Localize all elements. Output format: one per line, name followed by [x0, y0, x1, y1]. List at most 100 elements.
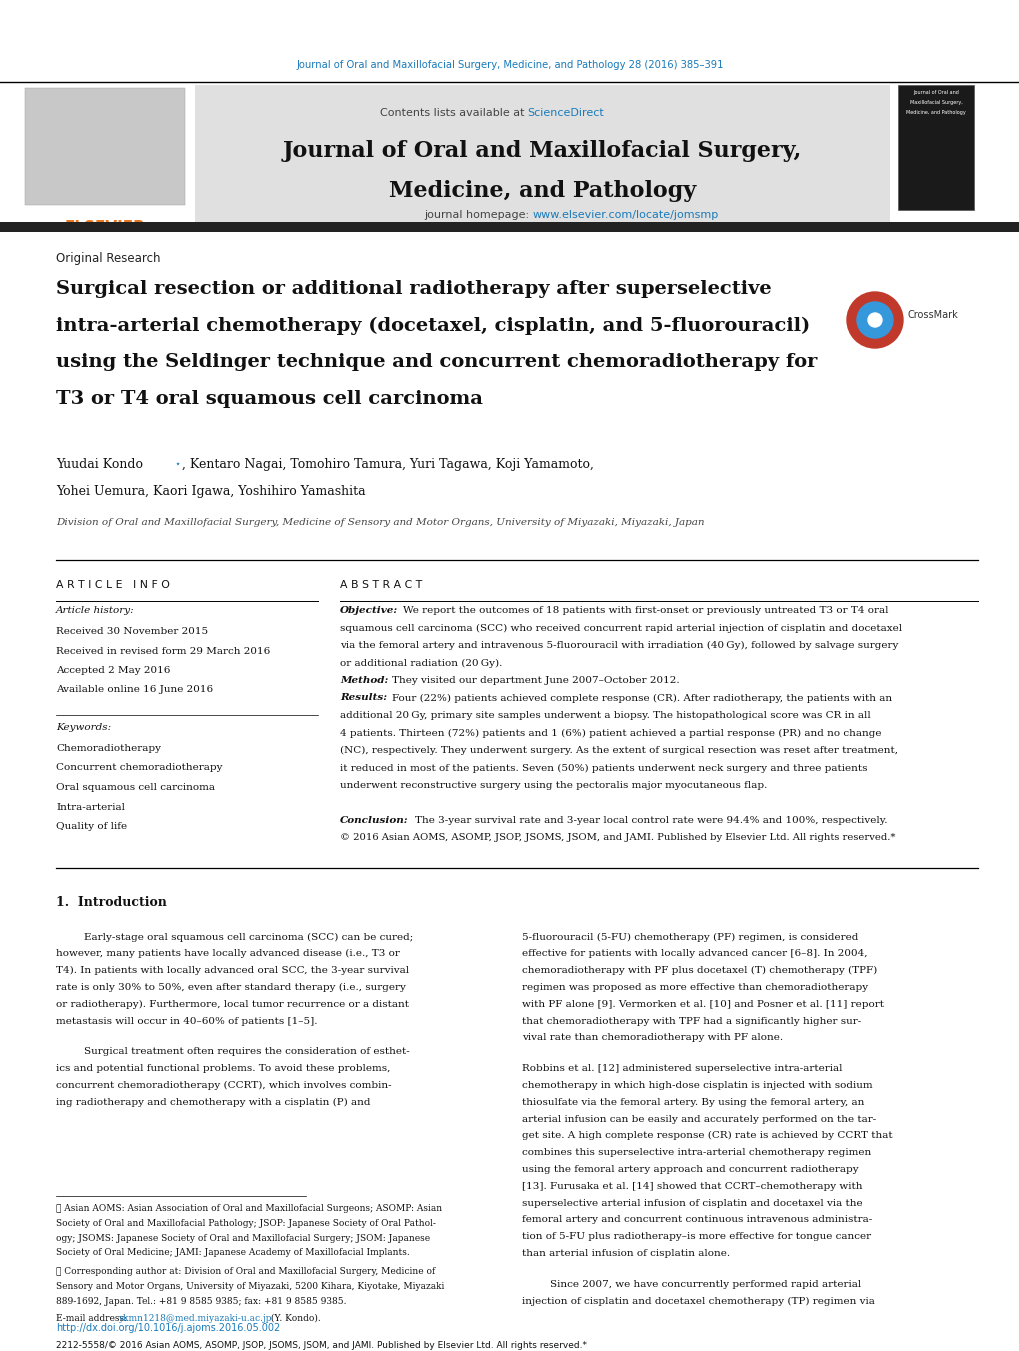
Text: get site. A high complete response (CR) rate is achieved by CCRT that: get site. A high complete response (CR) … [522, 1131, 892, 1140]
Text: vival rate than chemoradiotherapy with PF alone.: vival rate than chemoradiotherapy with P… [522, 1034, 783, 1043]
Text: Conclusion:: Conclusion: [339, 816, 409, 825]
Text: chemoradiotherapy with PF plus docetaxel (T) chemotherapy (TPF): chemoradiotherapy with PF plus docetaxel… [522, 966, 876, 975]
Text: Received in revised form 29 March 2016: Received in revised form 29 March 2016 [56, 647, 270, 655]
Text: ykmn1218@med.miyazaki-u.ac.jp: ykmn1218@med.miyazaki-u.ac.jp [118, 1313, 271, 1323]
Text: arterial infusion can be easily and accurately performed on the tar-: arterial infusion can be easily and accu… [522, 1115, 875, 1124]
Text: Four (22%) patients achieved complete response (CR). After radiotherapy, the pat: Four (22%) patients achieved complete re… [391, 693, 892, 703]
Text: or radiotherapy). Furthermore, local tumor recurrence or a distant: or radiotherapy). Furthermore, local tum… [56, 1000, 409, 1009]
Text: using the Seldinger technique and concurrent chemoradiotherapy for: using the Seldinger technique and concur… [56, 353, 816, 372]
Text: with PF alone [9]. Vermorken et al. [10] and Posner et al. [11] report: with PF alone [9]. Vermorken et al. [10]… [522, 1000, 883, 1009]
Text: Keywords:: Keywords: [56, 723, 111, 732]
Text: Maxillofacial Surgery,: Maxillofacial Surgery, [909, 100, 962, 105]
Text: ogy; JSOMS: Japanese Society of Oral and Maxillofacial Surgery; JSOM: Japanese: ogy; JSOMS: Japanese Society of Oral and… [56, 1233, 430, 1243]
Bar [0, 223, 1019, 232]
Text: [13]. Furusaka et al. [14] showed that CCRT–chemotherapy with: [13]. Furusaka et al. [14] showed that C… [522, 1182, 862, 1190]
Text: ⋆: ⋆ [175, 458, 181, 467]
Text: 2212-5558/© 2016 Asian AOMS, ASOMP, JSOP, JSOMS, JSOM, and JAMI. Published by El: 2212-5558/© 2016 Asian AOMS, ASOMP, JSOP… [56, 1342, 586, 1350]
Text: T4). In patients with locally advanced oral SCC, the 3-year survival: T4). In patients with locally advanced o… [56, 966, 409, 975]
Text: thiosulfate via the femoral artery. By using the femoral artery, an: thiosulfate via the femoral artery. By u… [522, 1098, 863, 1106]
Text: Intra-arterial: Intra-arterial [56, 802, 125, 812]
Text: via the femoral artery and intravenous 5-fluorouracil with irradiation (40 Gy), : via the femoral artery and intravenous 5… [339, 640, 898, 650]
Text: rate is only 30% to 50%, even after standard therapy (i.e., surgery: rate is only 30% to 50%, even after stan… [56, 984, 406, 992]
Text: Received 30 November 2015: Received 30 November 2015 [56, 627, 208, 636]
Circle shape [867, 313, 881, 327]
Text: ing radiotherapy and chemotherapy with a cisplatin (P) and: ing radiotherapy and chemotherapy with a… [56, 1098, 370, 1106]
Bar [25, 88, 184, 205]
Text: The 3-year survival rate and 3-year local control rate were 94.4% and 100%, resp: The 3-year survival rate and 3-year loca… [415, 816, 887, 825]
Text: They visited our department June 2007–October 2012.: They visited our department June 2007–Oc… [391, 676, 679, 685]
Text: Original Research: Original Research [56, 253, 160, 265]
Text: superselective arterial infusion of cisplatin and docetaxel via the: superselective arterial infusion of cisp… [522, 1198, 862, 1208]
Circle shape [846, 292, 902, 349]
Text: 5-fluorouracil (5-FU) chemotherapy (PF) regimen, is considered: 5-fluorouracil (5-FU) chemotherapy (PF) … [522, 932, 858, 942]
Text: Objective:: Objective: [339, 607, 397, 615]
Circle shape [856, 303, 892, 338]
Text: © 2016 Asian AOMS, ASOMP, JSOP, JSOMS, JSOM, and JAMI. Published by Elsevier Ltd: © 2016 Asian AOMS, ASOMP, JSOP, JSOMS, J… [339, 834, 895, 843]
Text: www.elsevier.com/locate/jomsmp: www.elsevier.com/locate/jomsmp [532, 209, 718, 220]
Text: Yohei Uemura, Kaori Igawa, Yoshihiro Yamashita: Yohei Uemura, Kaori Igawa, Yoshihiro Yam… [56, 485, 365, 499]
Text: ScienceDirect: ScienceDirect [527, 108, 603, 118]
Text: Yuudai Kondo: Yuudai Kondo [56, 458, 143, 471]
Text: Results:: Results: [339, 693, 387, 703]
Text: femoral artery and concurrent continuous intravenous administra-: femoral artery and concurrent continuous… [522, 1216, 871, 1224]
Bar [195, 85, 890, 230]
Text: regimen was proposed as more effective than chemoradiotherapy: regimen was proposed as more effective t… [522, 984, 867, 992]
Text: concurrent chemoradiotherapy (CCRT), which involves combin-: concurrent chemoradiotherapy (CCRT), whi… [56, 1081, 391, 1090]
Text: combines this superselective intra-arterial chemotherapy regimen: combines this superselective intra-arter… [522, 1148, 870, 1156]
Text: Chemoradiotherapy: Chemoradiotherapy [56, 744, 161, 753]
Text: effective for patients with locally advanced cancer [6–8]. In 2004,: effective for patients with locally adva… [522, 950, 866, 958]
Text: additional 20 Gy, primary site samples underwent a biopsy. The histopathological: additional 20 Gy, primary site samples u… [339, 711, 870, 720]
Text: 889-1692, Japan. Tel.: +81 9 8585 9385; fax: +81 9 8585 9385.: 889-1692, Japan. Tel.: +81 9 8585 9385; … [56, 1297, 346, 1306]
Text: Robbins et al. [12] administered superselective intra-arterial: Robbins et al. [12] administered superse… [522, 1065, 842, 1073]
Text: A B S T R A C T: A B S T R A C T [339, 580, 422, 590]
Text: ELSEVIER: ELSEVIER [64, 220, 146, 235]
Text: CrossMark: CrossMark [906, 309, 957, 320]
Text: Article history:: Article history: [56, 607, 135, 615]
Text: Available online 16 June 2016: Available online 16 June 2016 [56, 685, 213, 694]
Text: We report the outcomes of 18 patients with first-onset or previously untreated T: We report the outcomes of 18 patients wi… [403, 607, 888, 615]
Text: Quality of life: Quality of life [56, 821, 127, 831]
Text: intra-arterial chemotherapy (docetaxel, cisplatin, and 5-fluorouracil): intra-arterial chemotherapy (docetaxel, … [56, 316, 809, 335]
Text: Method:: Method: [339, 676, 388, 685]
Text: ☆ Asian AOMS: Asian Association of Oral and Maxillofacial Surgeons; ASOMP: Asian: ☆ Asian AOMS: Asian Association of Oral … [56, 1204, 441, 1213]
Text: Sensory and Motor Organs, University of Miyazaki, 5200 Kihara, Kiyotake, Miyazak: Sensory and Motor Organs, University of … [56, 1282, 444, 1292]
Text: metastasis will occur in 40–60% of patients [1–5].: metastasis will occur in 40–60% of patie… [56, 1016, 317, 1025]
Text: Oral squamous cell carcinoma: Oral squamous cell carcinoma [56, 784, 215, 792]
Text: or additional radiation (20 Gy).: or additional radiation (20 Gy). [339, 658, 502, 667]
Text: Society of Oral Medicine; JAMI: Japanese Academy of Maxillofacial Implants.: Society of Oral Medicine; JAMI: Japanese… [56, 1248, 410, 1258]
Text: chemotherapy in which high-dose cisplatin is injected with sodium: chemotherapy in which high-dose cisplati… [522, 1081, 872, 1090]
Text: A R T I C L E   I N F O: A R T I C L E I N F O [56, 580, 170, 590]
Text: Surgical resection or additional radiotherapy after superselective: Surgical resection or additional radioth… [56, 280, 770, 299]
Text: 1.  Introduction: 1. Introduction [56, 897, 167, 909]
Text: T3 or T4 oral squamous cell carcinoma: T3 or T4 oral squamous cell carcinoma [56, 389, 483, 408]
Text: Medicine, and Pathology: Medicine, and Pathology [388, 180, 695, 203]
Text: journal homepage:: journal homepage: [424, 209, 532, 220]
Text: Medicine, and Pathology: Medicine, and Pathology [905, 109, 965, 115]
Text: (NC), respectively. They underwent surgery. As the extent of surgical resection : (NC), respectively. They underwent surge… [339, 746, 897, 755]
Text: Accepted 2 May 2016: Accepted 2 May 2016 [56, 666, 170, 676]
Text: than arterial infusion of cisplatin alone.: than arterial infusion of cisplatin alon… [522, 1248, 730, 1258]
Text: using the femoral artery approach and concurrent radiotherapy: using the femoral artery approach and co… [522, 1165, 858, 1174]
Text: Early-stage oral squamous cell carcinoma (SCC) can be cured;: Early-stage oral squamous cell carcinoma… [84, 932, 413, 942]
Text: http://dx.doi.org/10.1016/j.ajoms.2016.05.002: http://dx.doi.org/10.1016/j.ajoms.2016.0… [56, 1323, 280, 1333]
Text: ics and potential functional problems. To avoid these problems,: ics and potential functional problems. T… [56, 1065, 390, 1073]
Text: it reduced in most of the patients. Seven (50%) patients underwent neck surgery : it reduced in most of the patients. Seve… [339, 763, 866, 773]
Text: that chemoradiotherapy with TPF had a significantly higher sur-: that chemoradiotherapy with TPF had a si… [522, 1016, 860, 1025]
Text: Journal of Oral and: Journal of Oral and [912, 91, 958, 95]
Text: Society of Oral and Maxillofacial Pathology; JSOP: Japanese Society of Oral Path: Society of Oral and Maxillofacial Pathol… [56, 1219, 435, 1228]
Text: Concurrent chemoradiotherapy: Concurrent chemoradiotherapy [56, 763, 222, 773]
Bar [897, 85, 973, 209]
Text: Journal of Oral and Maxillofacial Surgery,: Journal of Oral and Maxillofacial Surger… [282, 141, 801, 162]
Text: injection of cisplatin and docetaxel chemotherapy (TP) regimen via: injection of cisplatin and docetaxel che… [522, 1297, 874, 1305]
Text: Contents lists available at: Contents lists available at [379, 108, 527, 118]
Text: (Y. Kondo).: (Y. Kondo). [268, 1313, 320, 1323]
Text: Surgical treatment often requires the consideration of esthet-: Surgical treatment often requires the co… [84, 1047, 410, 1056]
Text: Division of Oral and Maxillofacial Surgery, Medicine of Sensory and Motor Organs: Division of Oral and Maxillofacial Surge… [56, 517, 704, 527]
Text: Since 2007, we have concurrently performed rapid arterial: Since 2007, we have concurrently perform… [549, 1279, 860, 1289]
Text: 4 patients. Thirteen (72%) patients and 1 (6%) patient achieved a partial respon: 4 patients. Thirteen (72%) patients and … [339, 728, 880, 738]
Text: Journal of Oral and Maxillofacial Surgery, Medicine, and Pathology 28 (2016) 385: Journal of Oral and Maxillofacial Surger… [296, 59, 723, 70]
Text: underwent reconstructive surgery using the pectoralis major myocutaneous flap.: underwent reconstructive surgery using t… [339, 781, 766, 790]
Text: ⋆ Corresponding author at: Division of Oral and Maxillofacial Surgery, Medicine : ⋆ Corresponding author at: Division of O… [56, 1267, 435, 1277]
Text: , Kentaro Nagai, Tomohiro Tamura, Yuri Tagawa, Koji Yamamoto,: , Kentaro Nagai, Tomohiro Tamura, Yuri T… [181, 458, 593, 471]
Text: tion of 5-FU plus radiotherapy–is more effective for tongue cancer: tion of 5-FU plus radiotherapy–is more e… [522, 1232, 870, 1242]
